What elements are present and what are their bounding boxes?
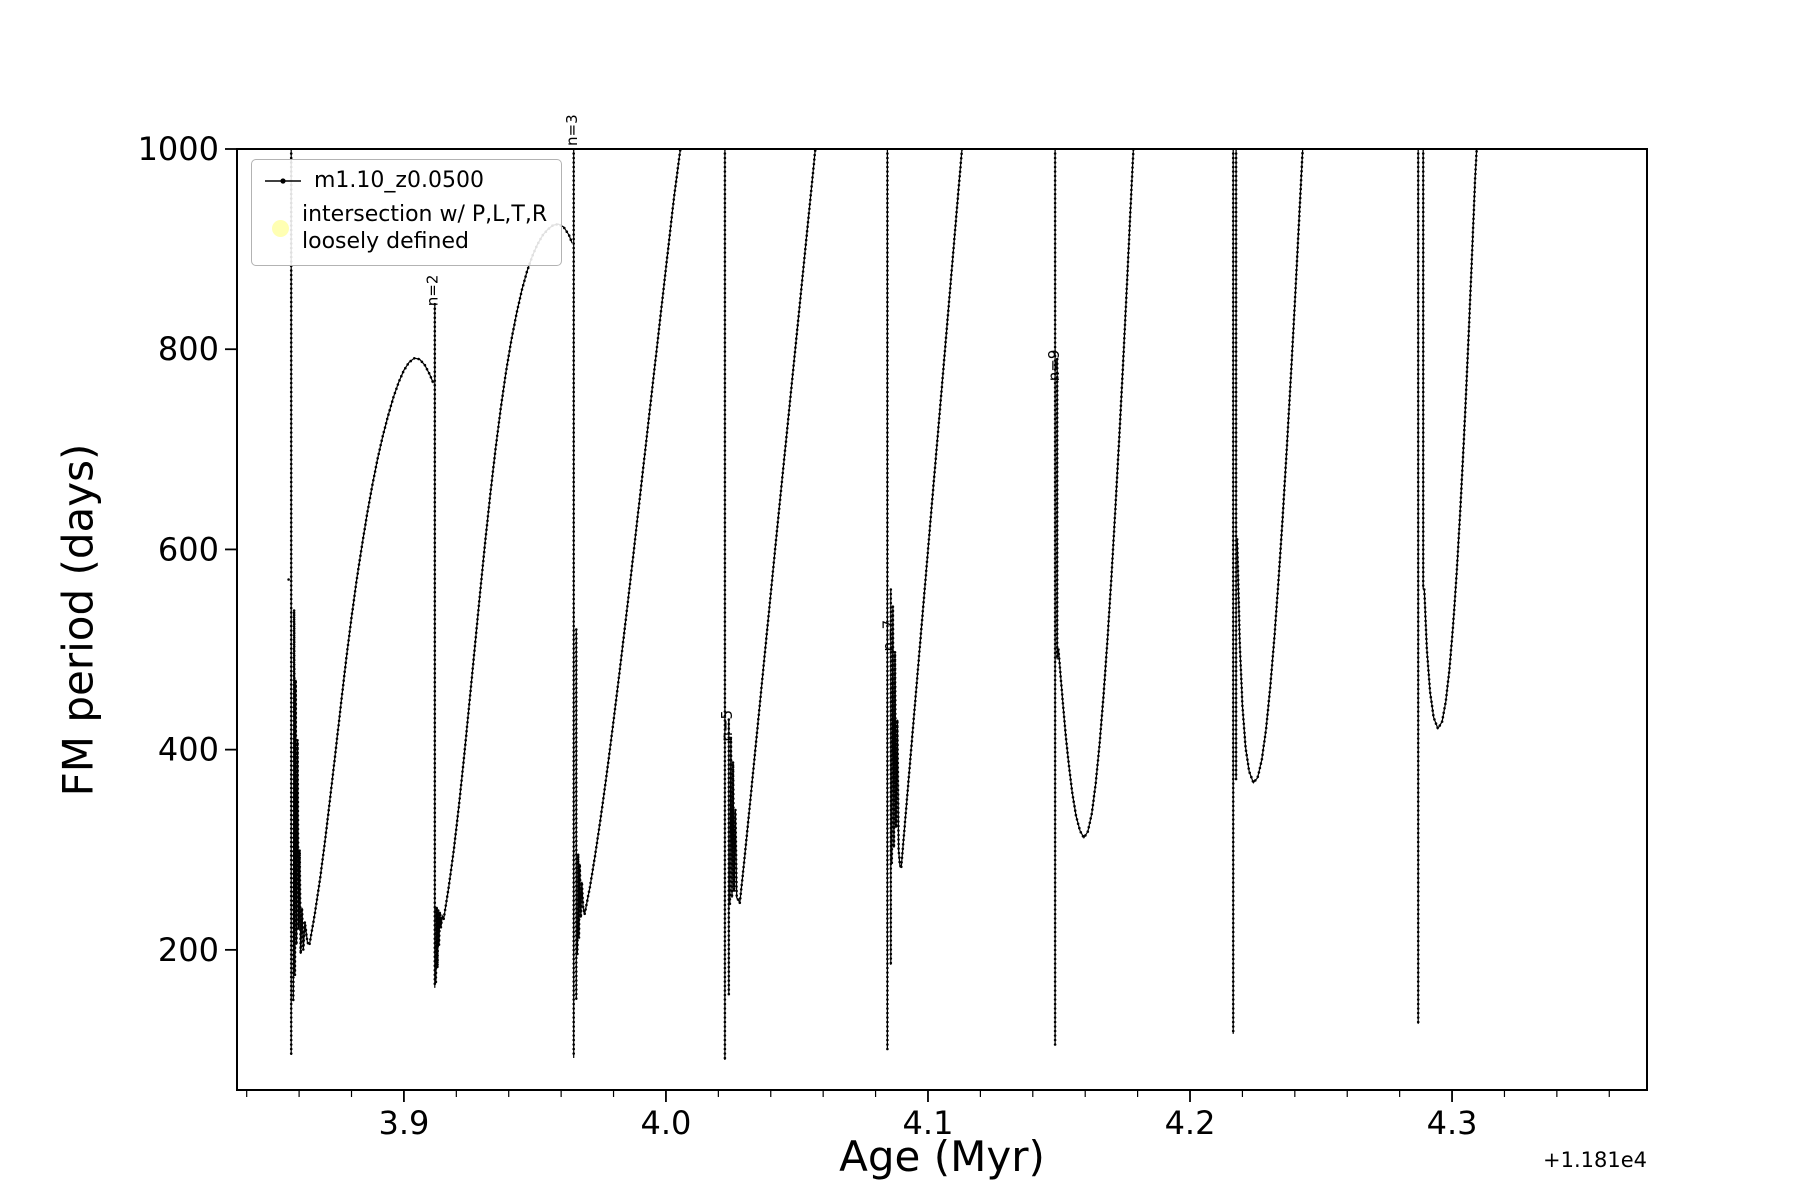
y-tick-label: 200 xyxy=(158,931,219,969)
mode-annotation: n=7 xyxy=(879,620,897,652)
x-tick-label: 4.0 xyxy=(641,1104,692,1142)
x-axis-offset-label: +1.181e4 xyxy=(1543,1148,1647,1172)
mode-annotation: n=2 xyxy=(424,275,442,307)
circle-marker-icon xyxy=(272,220,289,238)
y-tick-label: 800 xyxy=(158,330,219,368)
legend-entry-series: m1.10_z0.0500 xyxy=(262,168,547,195)
y-tick-label: 600 xyxy=(158,530,219,568)
y-axis-label: FM period (days) xyxy=(53,443,103,797)
y-tick-label: 400 xyxy=(158,731,219,769)
mode-annotations: n=2 n=3 n=5 n=7 n=9 xyxy=(424,114,1064,741)
mode-annotation: n=9 xyxy=(1045,350,1063,382)
legend-entry-intersection: intersection w/ P,L,T,R loosely defined xyxy=(262,202,547,256)
x-tick-label: 4.2 xyxy=(1165,1104,1216,1142)
x-tick-label: 4.3 xyxy=(1427,1104,1478,1142)
x-tick-label: 4.1 xyxy=(903,1104,954,1142)
series-group xyxy=(287,149,1478,1060)
x-axis-label: Age (Myr) xyxy=(839,1132,1045,1181)
line-dot-marker-icon xyxy=(265,178,301,185)
axes-frame xyxy=(236,148,1648,1091)
series-line xyxy=(309,357,434,944)
x-tick-label: 3.9 xyxy=(378,1104,429,1142)
legend: m1.10_z0.0500 intersection w/ P,L,T,R lo… xyxy=(251,159,563,267)
legend-label-series: m1.10_z0.0500 xyxy=(314,168,484,193)
series-line xyxy=(443,223,573,919)
y-axis-ticks: 200 400 600 800 1000 xyxy=(138,130,237,969)
x-axis-ticks: 3.9 4.0 4.1 4.2 4.3 xyxy=(246,1090,1610,1142)
legend-label-intersection: intersection w/ P,L,T,R loosely defined xyxy=(302,201,548,254)
y-tick-label: 1000 xyxy=(138,130,219,168)
series-line xyxy=(584,149,681,914)
series-line xyxy=(1057,149,1134,839)
series-line xyxy=(1423,149,1478,730)
series-markers xyxy=(287,149,1478,1060)
mode-annotation: n=5 xyxy=(718,710,736,742)
mode-annotation: n=3 xyxy=(563,114,581,146)
